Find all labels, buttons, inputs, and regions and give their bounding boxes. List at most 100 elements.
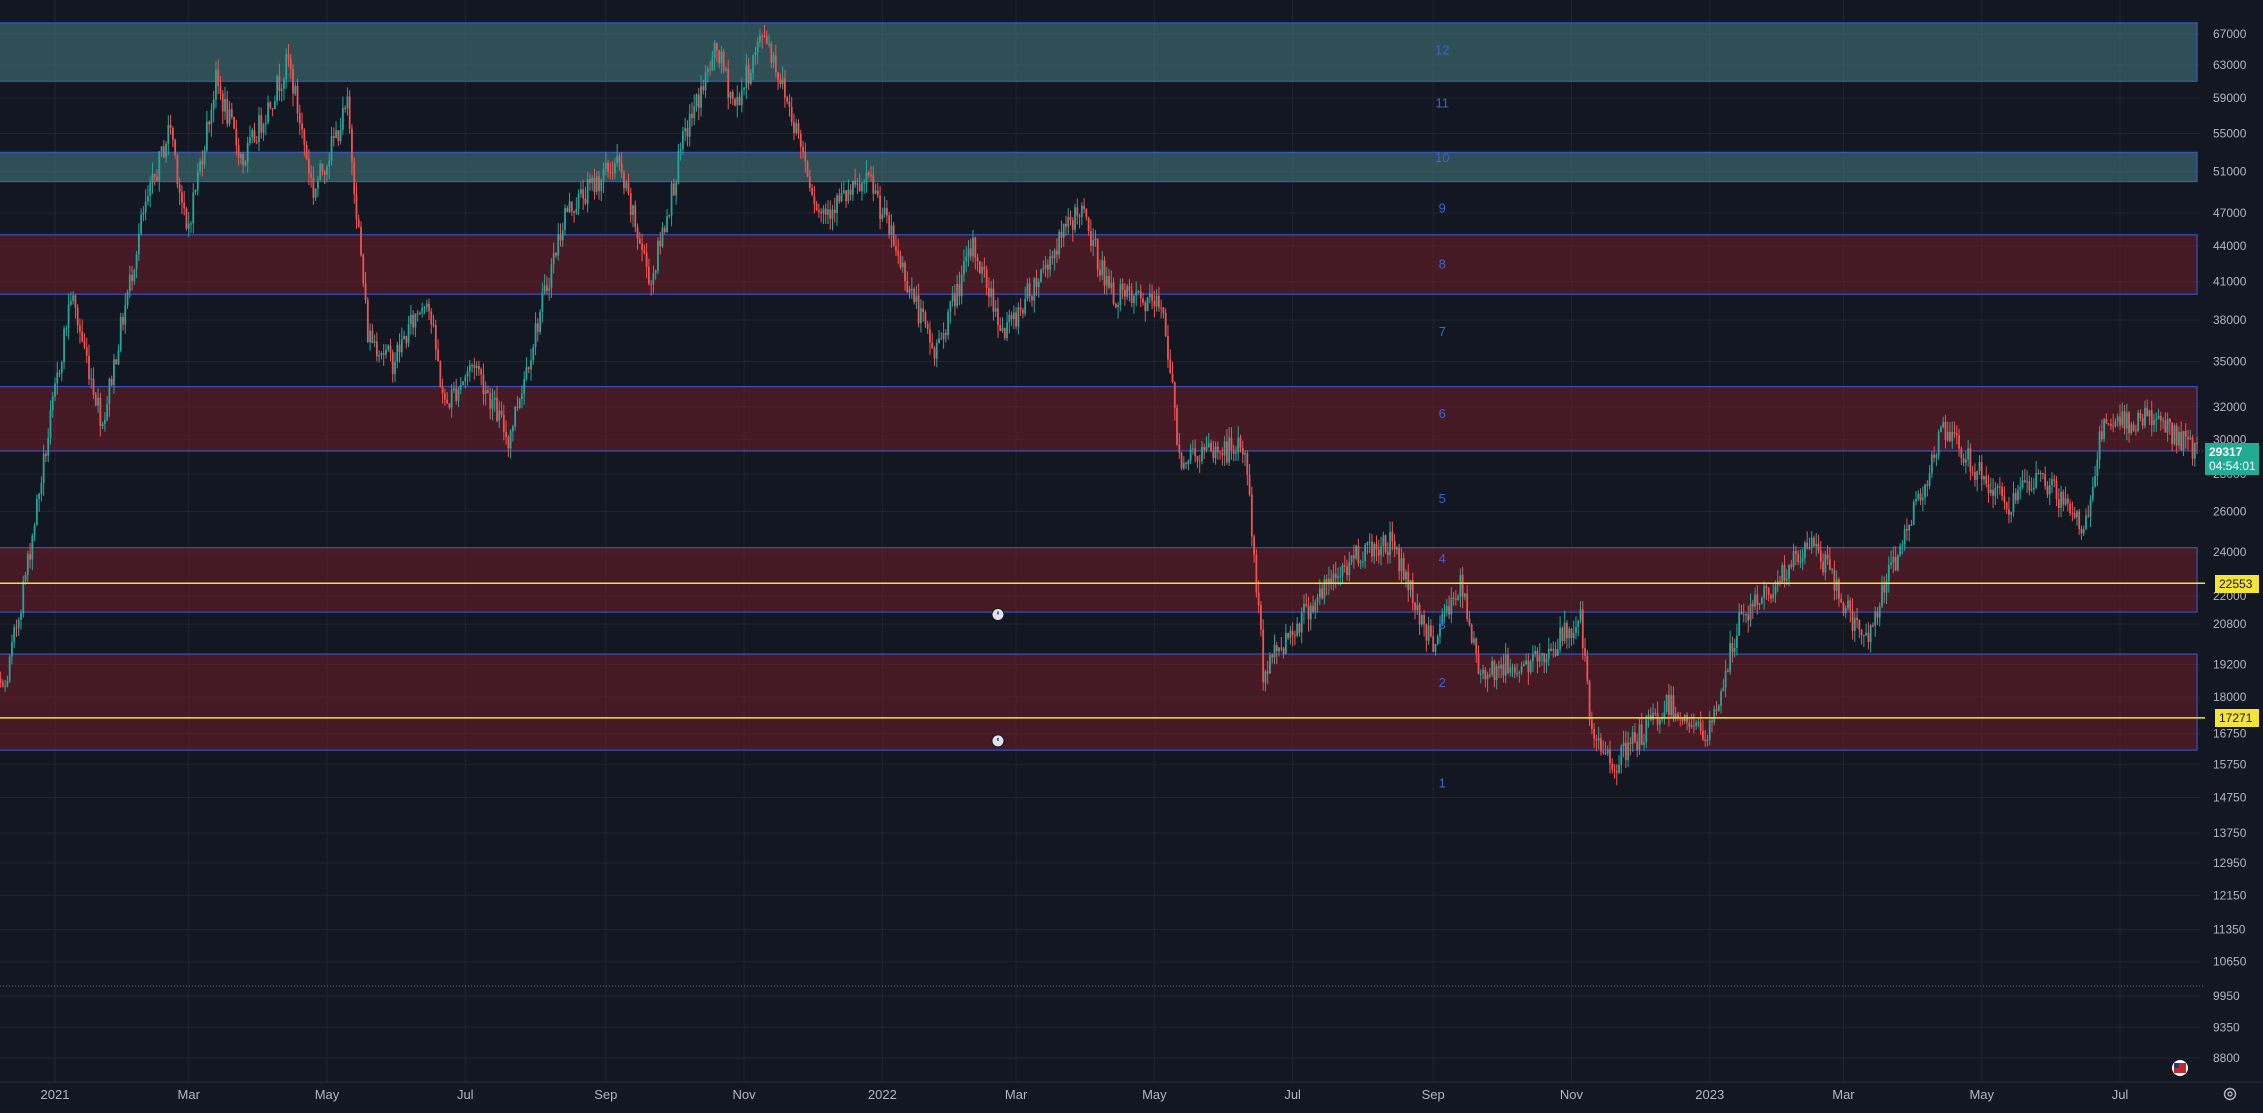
candle bbox=[1484, 666, 1487, 688]
candle bbox=[892, 222, 895, 247]
candle bbox=[1824, 550, 1827, 581]
candle bbox=[242, 151, 245, 174]
zone-box-2[interactable] bbox=[0, 151, 2198, 183]
candle bbox=[1989, 477, 1992, 497]
candle bbox=[2146, 399, 2149, 417]
candle bbox=[1015, 307, 1017, 330]
candle bbox=[287, 44, 290, 67]
candle bbox=[956, 274, 959, 309]
candle bbox=[940, 332, 943, 340]
candle bbox=[876, 182, 879, 199]
candle bbox=[1368, 532, 1371, 553]
candle bbox=[264, 114, 267, 136]
candle bbox=[1826, 545, 1829, 566]
zone-box-1[interactable] bbox=[0, 22, 2198, 82]
candle bbox=[1770, 593, 1772, 604]
candle bbox=[530, 348, 532, 381]
candle bbox=[1717, 704, 1720, 712]
candle bbox=[1840, 593, 1843, 604]
candle bbox=[817, 203, 820, 218]
candle bbox=[994, 300, 997, 318]
candle bbox=[1244, 450, 1246, 466]
candle bbox=[1017, 302, 1020, 335]
bar-countdown: 04:54:01 bbox=[2209, 459, 2256, 473]
candle bbox=[1475, 637, 1478, 663]
candle bbox=[2196, 436, 2198, 455]
candle bbox=[1439, 615, 1441, 644]
candle bbox=[1459, 568, 1462, 608]
candle bbox=[1896, 554, 1899, 572]
candle bbox=[1053, 248, 1056, 271]
candle bbox=[992, 278, 995, 321]
candle bbox=[2080, 525, 2083, 540]
candle bbox=[568, 192, 571, 214]
candle bbox=[1450, 587, 1453, 624]
candle bbox=[1046, 259, 1049, 279]
price-tick-label: 51000 bbox=[2213, 165, 2247, 179]
time-tick-label: May bbox=[1142, 1087, 1167, 1102]
candle bbox=[967, 240, 970, 267]
candle bbox=[1151, 284, 1154, 310]
candle bbox=[772, 51, 775, 68]
candle bbox=[1119, 278, 1122, 312]
candle bbox=[258, 106, 260, 151]
candle bbox=[1903, 524, 1906, 552]
candle bbox=[645, 243, 648, 279]
candle bbox=[462, 381, 464, 386]
candle bbox=[1926, 480, 1929, 497]
candle bbox=[1636, 733, 1639, 758]
time-tick-label: Nov bbox=[1560, 1087, 1584, 1102]
candle bbox=[2042, 472, 2044, 480]
candle bbox=[1511, 663, 1514, 678]
candle bbox=[1808, 537, 1811, 550]
candle bbox=[774, 44, 777, 78]
chart-settings-button[interactable] bbox=[2219, 1083, 2241, 1105]
candle bbox=[1668, 683, 1670, 727]
candle bbox=[217, 59, 220, 95]
candle bbox=[83, 333, 86, 350]
candle bbox=[1275, 641, 1278, 664]
candle bbox=[0, 671, 2, 688]
candle bbox=[2062, 489, 2065, 512]
candle bbox=[394, 352, 396, 382]
candle bbox=[1352, 544, 1355, 569]
line-price-value-1: 22553 bbox=[2219, 577, 2253, 591]
candle bbox=[103, 412, 106, 432]
candle bbox=[212, 91, 215, 123]
candle bbox=[811, 183, 813, 196]
candle bbox=[1021, 307, 1024, 319]
candle bbox=[124, 293, 127, 334]
zone-box-6[interactable] bbox=[0, 653, 2198, 751]
candle bbox=[613, 157, 616, 180]
candle bbox=[1806, 531, 1809, 550]
price-tick-label: 67000 bbox=[2213, 27, 2247, 41]
candle bbox=[1799, 549, 1802, 568]
candle bbox=[1908, 524, 1911, 542]
zone-box-4[interactable] bbox=[0, 386, 2198, 452]
candle bbox=[686, 120, 689, 147]
candle bbox=[149, 176, 152, 208]
candle bbox=[561, 222, 564, 247]
candle bbox=[743, 87, 745, 95]
candle bbox=[1230, 427, 1233, 460]
candle bbox=[45, 450, 47, 462]
candle bbox=[278, 63, 281, 101]
price-tick-label: 59000 bbox=[2213, 91, 2247, 105]
candle bbox=[1715, 701, 1718, 716]
candle bbox=[2021, 470, 2024, 489]
price-tick-label: 14750 bbox=[2213, 790, 2247, 804]
time-tick-label: May bbox=[1969, 1087, 1994, 1102]
candle bbox=[2066, 493, 2069, 512]
candle bbox=[2128, 410, 2130, 443]
candle bbox=[1550, 643, 1552, 652]
zone-box-5[interactable] bbox=[0, 547, 2198, 613]
candle bbox=[802, 140, 804, 159]
candle bbox=[1101, 251, 1104, 281]
candle bbox=[684, 117, 687, 142]
candle bbox=[1751, 599, 1754, 619]
candle bbox=[693, 94, 696, 125]
candle bbox=[2187, 429, 2189, 451]
candle bbox=[1708, 710, 1711, 746]
